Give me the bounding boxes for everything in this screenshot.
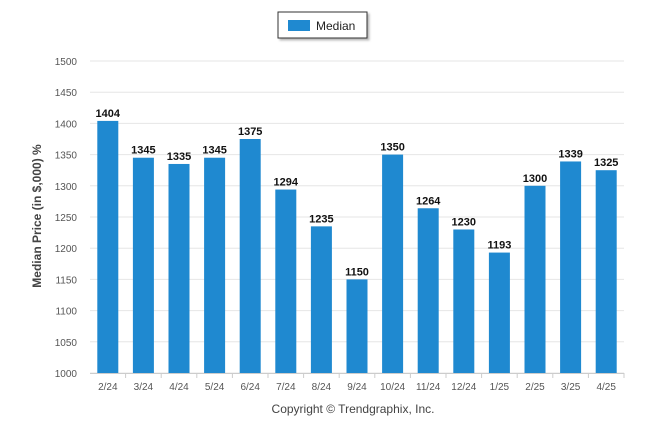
y-axis: 1000 1050 1100 1150 1200 1250 1300 1350 1400 1450… (55, 57, 78, 380)
x-tick-label-3/25: 3/25 (561, 382, 581, 393)
data-label-2/24: 1404 (96, 108, 121, 120)
data-label-12/24: 1230 (452, 216, 476, 228)
bar-3/25 (560, 161, 582, 373)
y-tick-label-1350: 1350 (55, 151, 78, 162)
x-tick-label-9/24: 9/24 (347, 382, 367, 393)
x-tick-label-4/25: 4/25 (596, 382, 616, 393)
bar-11/24 (417, 208, 439, 373)
y-tick-label-1300: 1300 (55, 182, 78, 193)
legend[interactable]: Median (277, 11, 368, 39)
x-tick-label-12/24: 12/24 (451, 382, 476, 393)
x-tick-label-2/24: 2/24 (98, 382, 118, 393)
y-tick-label-1100: 1100 (55, 307, 77, 318)
x-axis: 2/24 3/24 4/24 5/24 6/24 7/24 8/24 9/24 10/24 11/… (90, 373, 625, 393)
x-tick-label-6/24: 6/24 (240, 382, 260, 393)
data-label-4/25: 1325 (594, 157, 618, 169)
x-tick-label-7/24: 7/24 (276, 382, 296, 393)
bar-9/24 (346, 279, 368, 373)
data-label-10/24: 1350 (380, 142, 404, 154)
x-tick-label-11/24: 11/24 (416, 382, 441, 393)
data-label-4/24: 1335 (167, 151, 191, 163)
data-label-6/24: 1375 (238, 126, 262, 138)
data-label-2/25: 1300 (523, 173, 547, 185)
y-tick-label-1250: 1250 (55, 213, 78, 224)
x-tick-label-3/24: 3/24 (134, 382, 154, 393)
data-label-3/24: 1345 (131, 145, 155, 157)
data-label-11/24: 1264 (416, 195, 441, 207)
copyright-text: Copyright © Trendgraphix, Inc. (272, 402, 435, 416)
bar-10/24 (382, 154, 404, 373)
x-tick-label-5/24: 5/24 (205, 382, 225, 393)
bar-12/24 (453, 229, 475, 373)
bar-3/24 (132, 157, 154, 373)
bar-8/24 (310, 226, 332, 373)
bars (97, 120, 617, 374)
y-tick-label-1500: 1500 (55, 57, 78, 68)
y-tick-label-1400: 1400 (55, 119, 78, 130)
data-label-8/24: 1235 (309, 213, 333, 225)
x-tick-label-4/24: 4/24 (169, 382, 189, 393)
data-label-7/24: 1294 (274, 177, 299, 189)
bar-2/25 (524, 185, 546, 373)
bar-4/24 (168, 163, 190, 373)
legend-swatch (288, 20, 310, 31)
x-tick-label-2/25: 2/25 (525, 382, 545, 393)
bar-7/24 (275, 189, 297, 373)
y-axis-title: Median Price (in $,000) % (30, 144, 44, 288)
data-label-5/24: 1345 (202, 145, 226, 157)
x-tick-label-10/24: 10/24 (380, 382, 405, 393)
data-labels: 1404 1345 1335 1345 1375 1294 1235 1150 1350 1264… (96, 108, 619, 278)
data-label-9/24: 1150 (345, 266, 369, 278)
bar-4/25 (595, 170, 617, 373)
x-tick-label-1/25: 1/25 (490, 382, 510, 393)
bar-6/24 (239, 139, 261, 373)
y-tick-label-1050: 1050 (55, 338, 78, 349)
y-tick-label-1450: 1450 (55, 88, 78, 99)
x-tick-label-8/24: 8/24 (312, 382, 332, 393)
data-label-1/25: 1193 (487, 240, 511, 252)
bar-1/25 (488, 252, 510, 373)
y-tick-label-1000: 1000 (55, 369, 78, 380)
data-label-3/25: 1339 (558, 148, 582, 160)
y-tick-label-1200: 1200 (55, 244, 78, 255)
legend-label: Median (316, 19, 355, 33)
bar-2/24 (97, 120, 119, 374)
bar-5/24 (204, 157, 226, 373)
y-tick-label-1150: 1150 (55, 275, 77, 286)
